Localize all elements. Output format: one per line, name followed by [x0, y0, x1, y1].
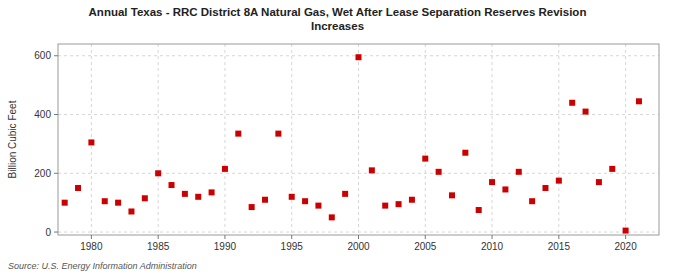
plot-frame	[58, 44, 659, 235]
point	[636, 98, 642, 104]
points	[62, 54, 642, 233]
point	[569, 100, 575, 106]
x-tick	[558, 235, 559, 239]
x-tick-label: 1980	[80, 241, 103, 252]
grid	[58, 44, 659, 235]
x-tick-label: 2010	[481, 241, 504, 252]
point	[222, 166, 228, 172]
x-tick-label: 1995	[281, 241, 304, 252]
point	[502, 186, 508, 192]
point	[329, 214, 335, 220]
y-tick-label: 400	[34, 109, 51, 120]
point	[315, 203, 321, 209]
y-tick	[54, 114, 58, 115]
point	[62, 200, 68, 206]
point	[302, 198, 308, 204]
point	[449, 192, 455, 198]
point	[529, 198, 535, 204]
point	[235, 131, 241, 137]
x-tick-label: 2005	[414, 241, 437, 252]
point	[88, 139, 94, 145]
point	[596, 179, 602, 185]
grid-line-x	[358, 44, 359, 235]
grid-line-x	[558, 44, 559, 235]
x-tick	[358, 235, 359, 239]
title-line: Annual Texas - RRC District 8A Natural G…	[89, 6, 587, 18]
y-tick-label: 600	[34, 50, 51, 61]
x-tick-label: 2000	[347, 241, 370, 252]
point	[342, 191, 348, 197]
x-axis: 1980 1985 1990 1995 2000 2005 2010 2015 2020	[80, 235, 637, 252]
point	[542, 185, 548, 191]
grid-line-x	[158, 44, 159, 235]
point	[422, 156, 428, 162]
y-axis: 0 200 400 600	[34, 50, 58, 237]
point	[249, 204, 255, 210]
title-line: Increases	[311, 20, 364, 32]
point	[262, 197, 268, 203]
point	[209, 189, 215, 195]
grid-line-x	[224, 44, 225, 235]
point	[182, 191, 188, 197]
point	[583, 109, 589, 115]
y-tick-label: 200	[34, 168, 51, 179]
point	[356, 54, 362, 60]
point	[396, 201, 402, 207]
x-tick-label: 1990	[214, 241, 237, 252]
point	[142, 195, 148, 201]
x-tick	[625, 235, 626, 239]
point	[102, 198, 108, 204]
point	[369, 167, 375, 173]
y-tick	[54, 173, 58, 174]
point	[476, 207, 482, 213]
title: Annual Texas - RRC District 8A Natural G…	[89, 6, 587, 32]
x-tick-label: 2020	[614, 241, 637, 252]
grid-line-x	[425, 44, 426, 235]
chart: Annual Texas - RRC District 8A Natural G…	[0, 0, 675, 275]
y-tick	[54, 232, 58, 233]
grid-line-x	[291, 44, 292, 235]
point	[609, 166, 615, 172]
x-tick	[158, 235, 159, 239]
point	[382, 203, 388, 209]
annotation: Source: U.S. Energy Information Administ…	[8, 261, 197, 271]
x-tick	[492, 235, 493, 239]
point	[623, 228, 629, 234]
point	[289, 194, 295, 200]
point	[169, 182, 175, 188]
x-tick-label: 2015	[548, 241, 571, 252]
x-tick	[91, 235, 92, 239]
point	[462, 150, 468, 156]
point	[489, 179, 495, 185]
point	[75, 185, 81, 191]
point	[556, 178, 562, 184]
point	[155, 170, 161, 176]
grid-line-y	[58, 114, 659, 115]
x-tick	[291, 235, 292, 239]
point	[195, 194, 201, 200]
y-tick-label: 0	[45, 227, 51, 238]
x-tick-label: 1985	[147, 241, 170, 252]
grid-line-x	[492, 44, 493, 235]
point	[436, 169, 442, 175]
x-tick	[224, 235, 225, 239]
point	[275, 131, 281, 137]
x-tick	[425, 235, 426, 239]
y-axis-label: Billion Cubic Feet	[7, 100, 18, 178]
y-tick	[54, 55, 58, 56]
grid-line-x	[625, 44, 626, 235]
point	[409, 197, 415, 203]
point	[128, 208, 134, 214]
point	[516, 169, 522, 175]
point	[115, 200, 121, 206]
